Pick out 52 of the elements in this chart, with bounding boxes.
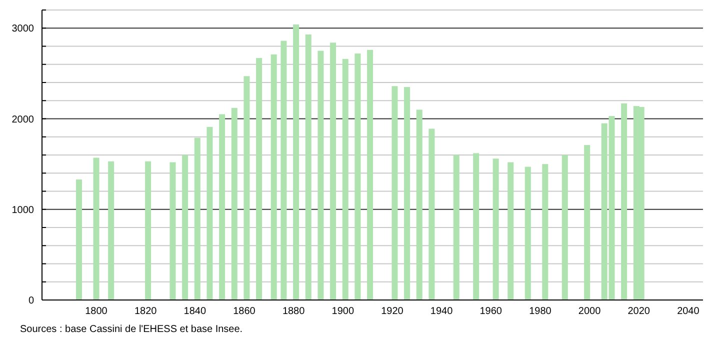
bar: [108, 161, 114, 300]
bar: [305, 34, 312, 300]
y-tick-label: 1000: [12, 204, 34, 216]
bar: [621, 103, 628, 300]
source-note: Sources : base Cassini de l'EHESS et base Insee.: [20, 324, 243, 335]
y-tick-label: 2000: [12, 114, 34, 126]
bar: [170, 162, 176, 300]
bar: [293, 24, 300, 300]
y-tick-label: 3000: [12, 24, 34, 35]
x-tick-label: 1860: [233, 306, 256, 317]
bar: [404, 87, 410, 300]
bar: [367, 50, 374, 300]
bar: [280, 40, 287, 300]
bar: [428, 128, 435, 300]
bar: [392, 86, 398, 300]
x-tick-label: 1960: [480, 306, 502, 317]
x-tick-label: 2020: [628, 306, 650, 317]
x-tick-label: 1820: [134, 306, 158, 317]
bar: [524, 166, 531, 300]
bar: [542, 164, 548, 300]
bar: [354, 54, 361, 300]
bar: [244, 76, 250, 300]
x-tick-label: 1920: [381, 306, 404, 317]
bar: [473, 153, 480, 300]
bar: [330, 42, 336, 300]
bar: [194, 138, 200, 300]
bar: [453, 155, 460, 300]
bar: [562, 155, 568, 300]
bar: [318, 50, 324, 300]
bar: [492, 158, 499, 300]
x-tick-label: 1800: [85, 306, 108, 317]
bar: [93, 158, 100, 300]
bar: [270, 54, 277, 300]
bar: [231, 108, 238, 300]
bar: [508, 162, 514, 300]
x-tick-label: 1880: [282, 306, 306, 317]
x-tick-label: 2040: [677, 306, 700, 317]
bar: [182, 155, 188, 300]
x-tick-label: 1900: [332, 306, 354, 317]
bar: [256, 58, 262, 300]
x-tick-label: 2000: [578, 306, 602, 317]
bar: [584, 145, 590, 300]
y-tick-label: 0: [28, 296, 34, 306]
bar: [76, 179, 82, 300]
bar: [219, 114, 226, 300]
bar: [342, 58, 348, 300]
bar: [206, 126, 213, 300]
bar: [416, 110, 422, 300]
x-tick-label: 1980: [529, 306, 552, 317]
bar: [145, 161, 152, 300]
x-tick-label: 1940: [430, 306, 454, 317]
x-tick-label: 1840: [184, 306, 206, 317]
